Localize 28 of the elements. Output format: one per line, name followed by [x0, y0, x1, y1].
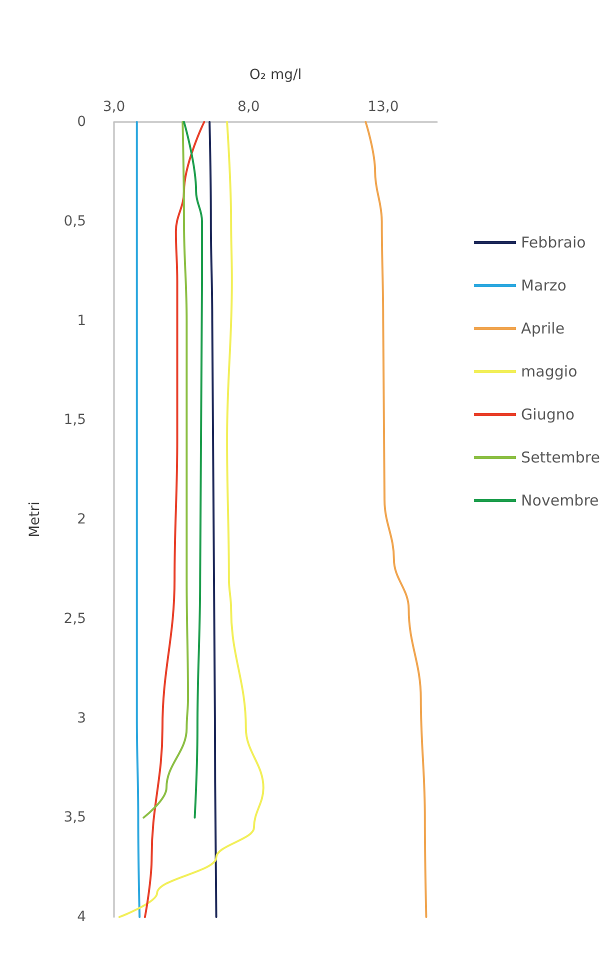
y-tick-label: 0,5 — [64, 213, 86, 230]
x-tick-label: 13,0 — [368, 99, 399, 115]
y-tick-label: 3,5 — [64, 810, 86, 826]
legend-label: Settembre — [521, 448, 600, 466]
x-tick-label: 8,0 — [237, 99, 260, 115]
y-axis-title: Metri — [27, 502, 43, 538]
legend-label: Aprile — [521, 320, 565, 338]
line-series — [364, 121, 428, 918]
y-tick-label: 3 — [77, 710, 86, 726]
y-tick-label: 0 — [77, 114, 86, 130]
line-series — [136, 121, 141, 918]
y-tick-label: 4 — [77, 909, 86, 925]
y-tick-label: 1 — [77, 312, 86, 329]
line-series — [142, 121, 190, 819]
line-series — [144, 121, 206, 918]
legend-label: maggio — [521, 362, 578, 380]
y-tick-label: 1,5 — [64, 412, 86, 428]
y-tick-label: 2 — [77, 512, 86, 528]
legend-label: Giugno — [521, 406, 575, 424]
legend-label: Febbraio — [521, 234, 586, 252]
legend-label: Marzo — [521, 276, 566, 294]
x-tick-label: 3,0 — [102, 99, 126, 115]
line-series — [182, 121, 204, 819]
y-tick-label: 2,5 — [64, 610, 86, 627]
x-axis-title: O₂ mg/l — [249, 67, 302, 83]
legend-label: Novembre — [521, 492, 599, 510]
line-series — [118, 121, 264, 918]
line-series — [208, 121, 218, 918]
